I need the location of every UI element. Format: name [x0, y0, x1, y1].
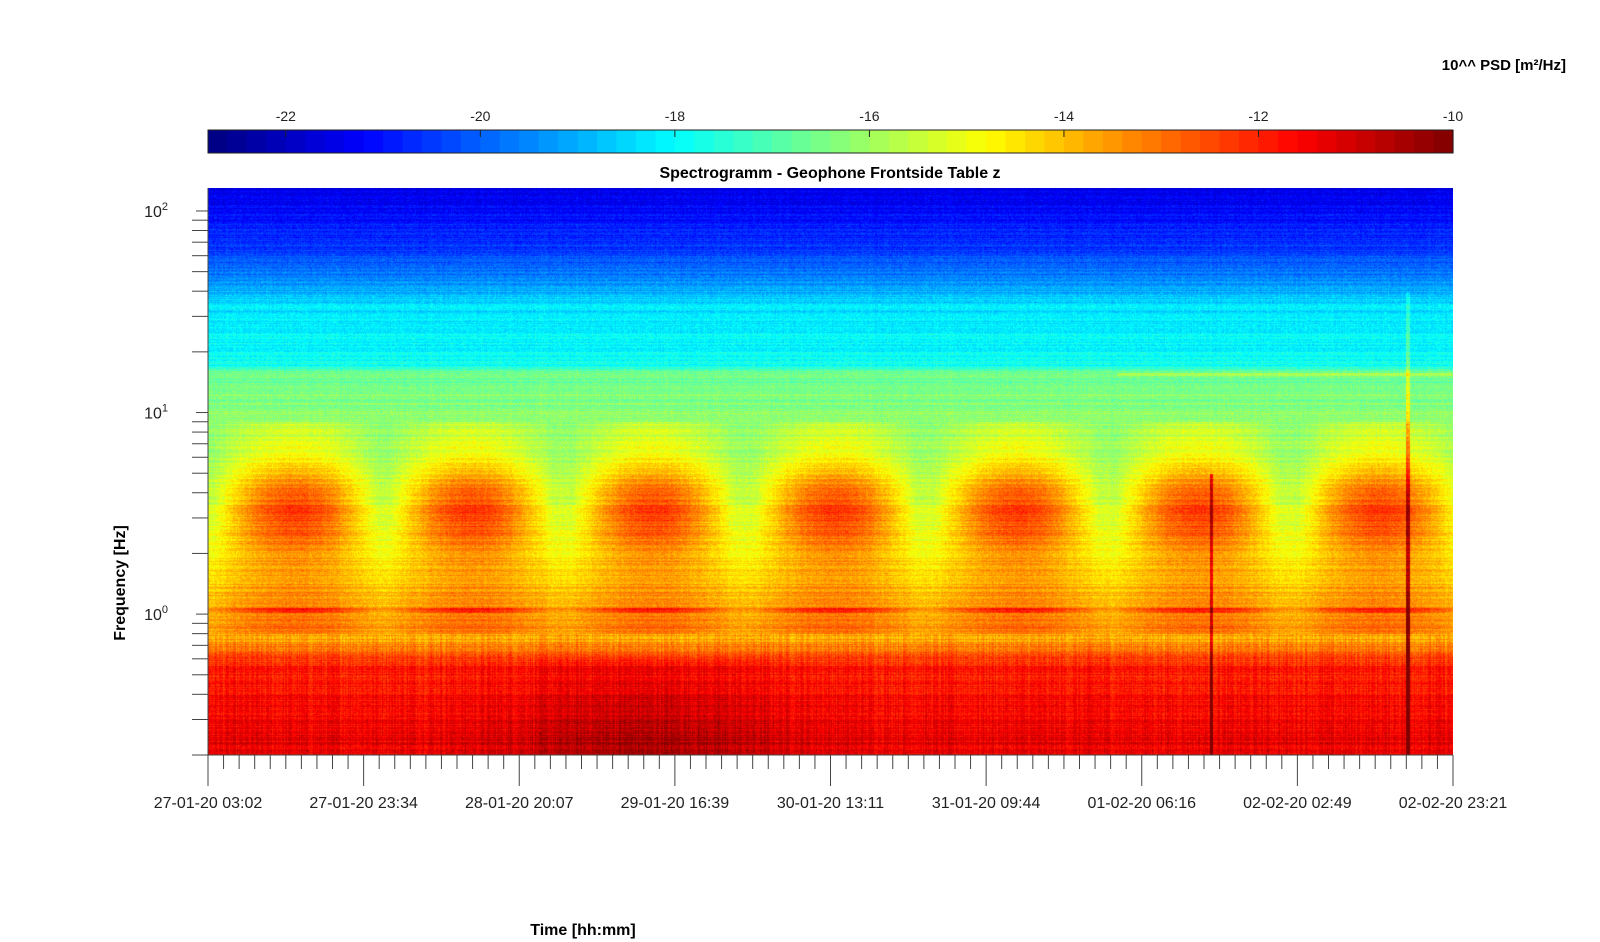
x-tick-label: 28-01-20 20:07 — [465, 795, 574, 812]
x-tick-label: 30-01-20 13:11 — [777, 795, 884, 812]
colorbar-ticks: -22 -20 -18 -16 -14 -12 -10 — [276, 108, 1463, 137]
colorbar-swatch — [324, 130, 345, 153]
colorbar-swatch — [830, 130, 851, 153]
colorbar-swatch — [1375, 130, 1396, 153]
colorbar-swatch — [402, 130, 423, 153]
colorbar-swatch — [499, 130, 520, 153]
colorbar-swatch — [927, 130, 948, 153]
colorbar-tick-label: -14 — [1054, 108, 1074, 124]
spectrogram-plot-area — [208, 188, 1453, 755]
colorbar-swatch — [869, 130, 890, 153]
colorbar-swatch — [1297, 130, 1318, 153]
chart-title: Spectrogramm - Geophone Frontside Table … — [659, 165, 1000, 182]
colorbar-swatch — [1219, 130, 1240, 153]
colorbar-swatch — [1433, 130, 1454, 153]
colorbar-tick-label: -20 — [470, 108, 490, 124]
colorbar-swatch — [538, 130, 559, 153]
colorbar-swatch — [752, 130, 773, 153]
colorbar-swatch — [849, 130, 870, 153]
colorbar-tick-label: -18 — [665, 108, 685, 124]
x-tick-label: 27-01-20 23:34 — [309, 795, 418, 812]
colorbar-swatch — [1044, 130, 1065, 153]
x-tick-label: 29-01-20 16:39 — [621, 795, 730, 812]
colorbar-swatch — [791, 130, 812, 153]
colorbar-swatch — [1180, 130, 1201, 153]
colorbar-swatch — [1005, 130, 1026, 153]
colorbar-swatch — [1277, 130, 1298, 153]
colorbar-swatch — [1083, 130, 1104, 153]
colorbar-swatch — [1258, 130, 1279, 153]
colorbar-swatch — [713, 130, 734, 153]
x-tick-label: 02-02-20 23:21 — [1399, 795, 1508, 812]
colorbar-swatch — [519, 130, 540, 153]
colorbar-tick-label: -16 — [859, 108, 879, 124]
colorbar-swatch — [772, 130, 793, 153]
colorbar-swatch — [966, 130, 987, 153]
colorbar — [208, 130, 1454, 153]
colorbar-swatch — [363, 130, 384, 153]
colorbar-swatch — [888, 130, 909, 153]
colorbar-tick-label: -12 — [1248, 108, 1268, 124]
colorbar-swatch — [1336, 130, 1357, 153]
colorbar-swatch — [383, 130, 404, 153]
y-tick-label: 100 — [144, 604, 168, 624]
colorbar-swatch — [733, 130, 754, 153]
y-tick-label: 102 — [144, 201, 168, 221]
colorbar-tick-label: -22 — [276, 108, 296, 124]
colorbar-swatch — [1122, 130, 1143, 153]
colorbar-swatch — [1141, 130, 1162, 153]
colorbar-swatch — [266, 130, 287, 153]
x-tick-label: 31-01-20 09:44 — [932, 795, 1041, 812]
colorbar-swatch — [1414, 130, 1435, 153]
colorbar-frame — [207, 129, 1454, 154]
colorbar-swatch — [344, 130, 365, 153]
colorbar-swatch — [441, 130, 462, 153]
colorbar-swatch — [1025, 130, 1046, 153]
colorbar-label: 10^^ PSD [m²/Hz] — [1442, 57, 1566, 74]
colorbar-swatch — [1063, 130, 1084, 153]
colorbar-swatch — [597, 130, 618, 153]
colorbar-swatch — [811, 130, 832, 153]
colorbar-swatch — [208, 130, 229, 153]
x-axis-tick-labels: 27-01-20 03:02 27-01-20 23:34 28-01-20 20:… — [154, 795, 1508, 812]
colorbar-swatch — [421, 130, 443, 153]
colorbar-swatch — [986, 130, 1007, 153]
colorbar-swatch — [1355, 130, 1376, 153]
colorbar-swatch — [227, 130, 248, 153]
colorbar-swatch — [558, 130, 579, 153]
x-tick-label: 02-02-20 02:49 — [1243, 795, 1352, 812]
colorbar-swatch — [246, 130, 267, 153]
colorbar-swatch — [947, 130, 968, 153]
colorbar-swatch — [1239, 130, 1260, 153]
x-tick-label: 01-02-20 06:16 — [1087, 795, 1196, 812]
y-axis-tick-labels: 100 101 102 — [144, 201, 168, 624]
spectrogram-heatmap — [208, 188, 1453, 755]
x-axis-label: Time [hh:mm] — [530, 922, 635, 939]
colorbar-tick-label: -10 — [1443, 108, 1463, 124]
colorbar-swatch — [460, 130, 481, 153]
colorbar-swatch — [694, 130, 715, 153]
colorbar-swatch — [635, 130, 657, 153]
colorbar-swatch — [480, 130, 501, 153]
colorbar-swatch — [655, 130, 676, 153]
colorbar-swatch — [616, 130, 637, 153]
colorbar-swatch — [1161, 130, 1182, 153]
colorbar-swatch — [577, 130, 598, 153]
colorbar-swatch — [1394, 130, 1415, 153]
colorbar-swatch — [908, 130, 929, 153]
colorbar-swatch — [1316, 130, 1337, 153]
colorbar-swatch — [674, 130, 695, 153]
x-axis-ticks — [207, 755, 1454, 786]
colorbar-swatch — [285, 130, 306, 153]
colorbar-swatch — [1102, 130, 1123, 153]
y-axis-ticks — [192, 210, 208, 756]
colorbar-swatch — [305, 130, 326, 153]
colorbar-swatch — [1200, 130, 1221, 153]
x-tick-label: 27-01-20 03:02 — [154, 795, 263, 812]
y-axis-label: Frequency [Hz] — [112, 525, 129, 641]
y-tick-label: 101 — [144, 403, 168, 423]
